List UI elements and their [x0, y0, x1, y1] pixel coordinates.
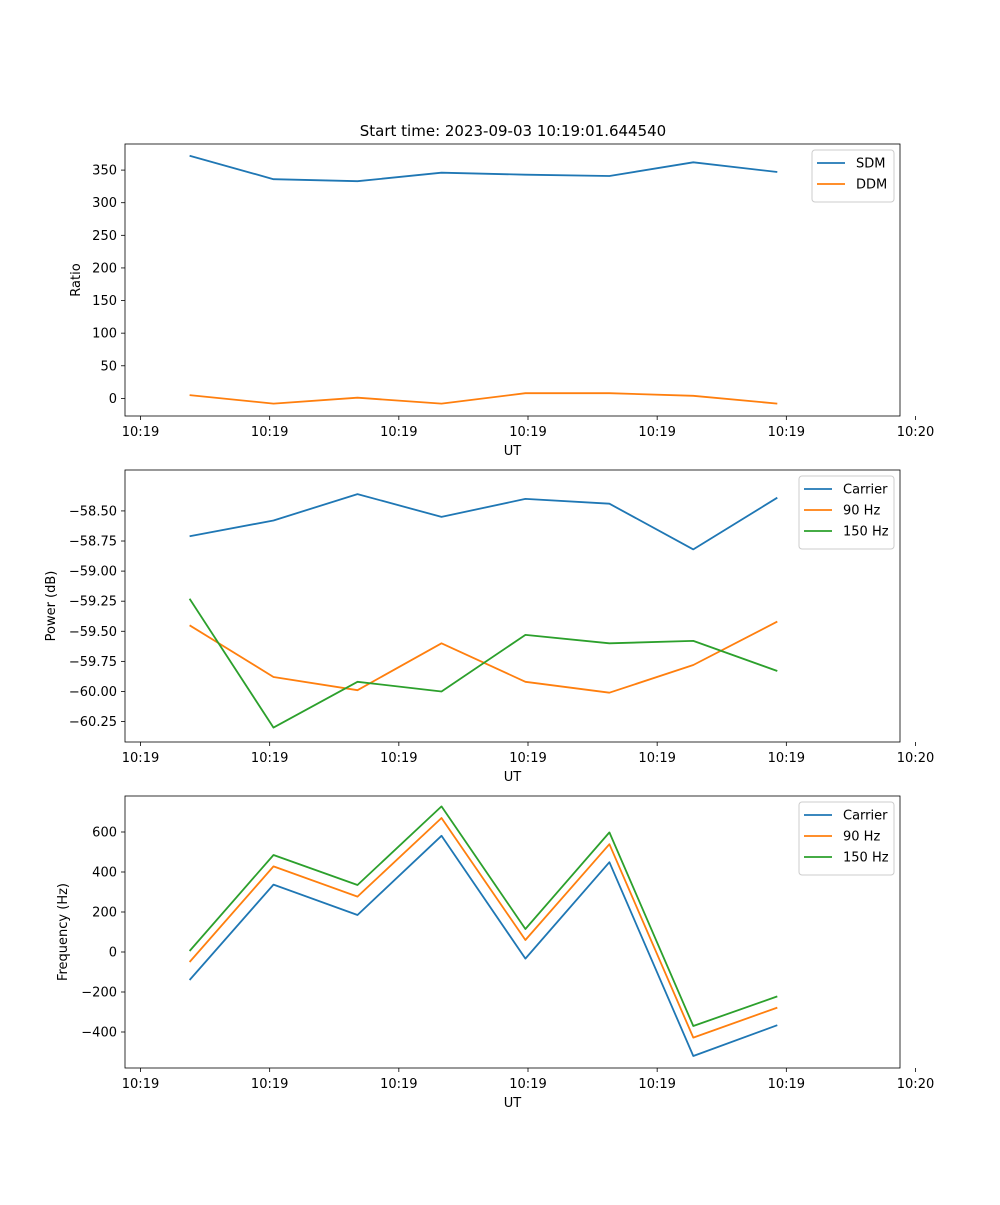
y-tick-label: 100	[92, 327, 117, 342]
x-tick-label: 10:20	[897, 751, 934, 766]
legend-label: DDM	[856, 178, 887, 193]
y-tick-label: 0	[109, 946, 117, 961]
y-tick-label: 200	[92, 906, 117, 921]
x-tick-label: 10:19	[251, 1077, 288, 1092]
x-tick-label: 10:19	[380, 751, 417, 766]
x-tick-label: 10:19	[122, 751, 159, 766]
y-tick-label: −59.25	[69, 595, 117, 610]
y-tick-label: −58.50	[69, 504, 117, 519]
x-tick-label: 10:20	[897, 425, 934, 440]
y-tick-label: 350	[92, 164, 117, 179]
y-tick-label: −200	[81, 986, 117, 1001]
x-tick-label: 10:19	[638, 1077, 675, 1092]
y-tick-label: 150	[92, 294, 117, 309]
x-tick-label: 10:19	[122, 1077, 159, 1092]
y-tick-label: 0	[109, 392, 117, 407]
x-axis-label: UT	[504, 770, 522, 785]
y-tick-label: −59.50	[69, 625, 117, 640]
axes-frame	[124, 469, 901, 743]
x-tick-label: 10:19	[509, 1077, 546, 1092]
y-tick-label: 300	[92, 196, 117, 211]
axes-frame	[124, 795, 901, 1069]
subplot-2: 10:19 10:19 10:19 10:19 10:19 10:19 10:20 −60.2…	[44, 469, 934, 785]
x-tick-label: 10:19	[768, 1077, 805, 1092]
y-tick-label: −60.25	[69, 715, 117, 730]
subplot-1: 10:19 10:19 10:19 10:19 10:19 10:19 10:20 0 50 10…	[69, 143, 934, 459]
legend-label: Carrier	[843, 809, 888, 824]
x-tick-label: 10:19	[380, 425, 417, 440]
y-axis-label: Frequency (Hz)	[56, 883, 71, 981]
x-axis-label: UT	[504, 1096, 522, 1111]
x-tick-label: 10:19	[768, 751, 805, 766]
legend-label: SDM	[856, 157, 885, 172]
y-tick-label: −400	[81, 1026, 117, 1041]
figure-title: Start time: 2023-09-03 10:19:01.644540	[360, 122, 666, 140]
series-line-90-hz	[188, 817, 778, 1039]
y-tick-label: −59.00	[69, 565, 117, 580]
series-line-ddm	[189, 392, 778, 405]
x-tick-label: 10:19	[638, 751, 675, 766]
x-tick-label: 10:19	[380, 1077, 417, 1092]
y-tick-label: −58.75	[69, 535, 117, 550]
legend-label: 90 Hz	[843, 504, 880, 519]
y-tick-label: 250	[92, 229, 117, 244]
x-tick-label: 10:19	[509, 425, 546, 440]
y-tick-label: −59.75	[69, 655, 117, 670]
y-tick-label: 400	[92, 866, 117, 881]
axes-frame	[124, 143, 901, 417]
y-tick-label: 600	[92, 826, 117, 841]
x-tick-label: 10:19	[251, 425, 288, 440]
x-tick-label: 10:19	[638, 425, 675, 440]
series-line-sdm	[189, 154, 778, 183]
y-axis-label: Power (dB)	[44, 571, 59, 642]
y-tick-label: 50	[100, 359, 117, 374]
series-line-carrier	[188, 834, 778, 1057]
x-tick-label: 10:19	[509, 751, 546, 766]
legend: Carrier 90 Hz 150 Hz	[798, 475, 895, 550]
x-tick-label: 10:19	[251, 751, 288, 766]
subplot-3: 10:19 10:19 10:19 10:19 10:19 10:19 10:20 −400 −…	[56, 795, 934, 1111]
subplots: 10:19 10:19 10:19 10:19 10:19 10:19 10:20 0 50 10…	[44, 143, 934, 1111]
x-tick-label: 10:19	[768, 425, 805, 440]
legend-label: Carrier	[843, 483, 888, 498]
series-line-150-hz	[188, 598, 778, 729]
x-tick-label: 10:19	[122, 425, 159, 440]
y-tick-label: 200	[92, 261, 117, 276]
y-tick-label: −60.00	[69, 685, 117, 700]
legend: Carrier 90 Hz 150 Hz	[798, 801, 895, 876]
legend-label: 150 Hz	[843, 851, 889, 866]
series-line-carrier	[189, 493, 778, 551]
y-axis-label: Ratio	[69, 263, 84, 296]
series-line-150-hz	[188, 805, 778, 1027]
legend-label: 90 Hz	[843, 830, 880, 845]
x-axis-label: UT	[504, 444, 522, 459]
legend-label: 150 Hz	[843, 525, 889, 540]
x-tick-label: 10:20	[897, 1077, 934, 1092]
legend: SDM DDM	[811, 149, 895, 203]
